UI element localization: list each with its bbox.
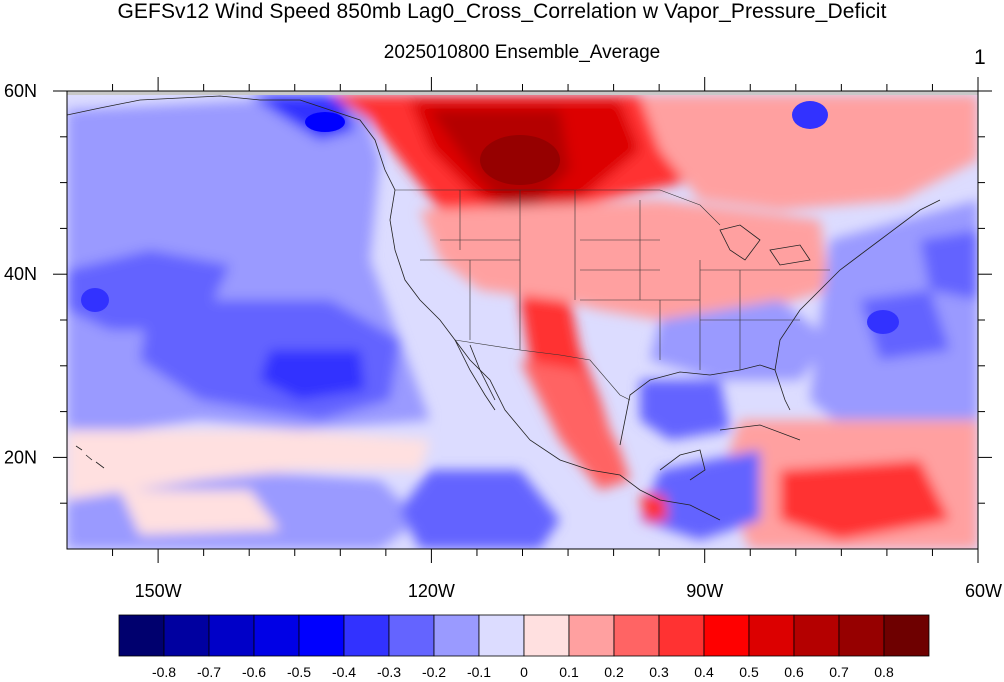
colorbar-swatch xyxy=(793,614,840,657)
field-canada-darkest xyxy=(480,135,560,185)
lat-label: 20N xyxy=(4,447,37,467)
lon-label: 60W xyxy=(965,581,1002,601)
coastline-east xyxy=(774,199,941,371)
colorbar-swatch xyxy=(118,614,165,657)
colorbar-label: -0.5 xyxy=(287,664,311,680)
colorbar-label: -0.1 xyxy=(467,664,491,680)
colorbar-label: -0.2 xyxy=(422,664,446,680)
colorbar-label: 0.2 xyxy=(604,664,624,680)
colorbar-label: 0.4 xyxy=(694,664,714,680)
colorbar-swatch xyxy=(748,614,795,657)
colorbar-labels: -0.8 -0.7 -0.6 -0.5 -0.4 -0.3 -0.2 -0.1 0 0.1 0.2 0… xyxy=(152,664,894,680)
field-hudson-blue xyxy=(792,101,828,129)
field-missing-band xyxy=(67,91,978,95)
colorbar-swatch xyxy=(703,614,750,657)
panel-number: 1 xyxy=(974,46,986,69)
field-caribbean-red xyxy=(780,460,950,540)
field-atlantic-deep xyxy=(860,290,950,360)
correlation-field xyxy=(67,91,978,549)
colorbar-label: 0.6 xyxy=(784,664,804,680)
colorbar-swatch xyxy=(388,614,435,657)
field-tropical-pacific-pink xyxy=(67,430,430,500)
field-central-america-blue xyxy=(640,450,760,540)
longitude-labels: 150W 120W 90W 60W xyxy=(135,581,1002,601)
lat-label: 60N xyxy=(4,81,37,101)
coastline-alaska xyxy=(67,95,300,116)
colorbar-label: 0 xyxy=(520,664,528,680)
field-pacific-core-blue xyxy=(260,350,365,400)
field-central-america-red xyxy=(640,495,668,522)
colorbar-label: 0.1 xyxy=(559,664,579,680)
chart-title: GEFSv12 Wind Speed 850mb Lag0_Cross_Corr… xyxy=(117,0,887,23)
colorbar-swatch xyxy=(433,614,480,657)
field-northeast-pink xyxy=(640,95,978,210)
border-states-1 xyxy=(420,190,830,370)
colorbar-swatch xyxy=(883,614,930,657)
lon-label: 90W xyxy=(686,581,723,601)
colorbar-label: 0.5 xyxy=(739,664,759,680)
coastline-hawaii xyxy=(75,445,105,469)
coastline-great-lakes xyxy=(719,224,811,266)
field-mexico-red xyxy=(520,360,630,490)
coastline-gulf xyxy=(619,364,791,446)
field-atlantic-spot xyxy=(867,310,899,334)
colorbar xyxy=(118,614,930,657)
colorbar-label: -0.3 xyxy=(377,664,401,680)
colorbar-label: 0.7 xyxy=(829,664,849,680)
coastline-baja xyxy=(454,339,496,411)
map-ticks xyxy=(53,77,992,563)
field-pacific-spot xyxy=(81,288,109,312)
lat-label: 40N xyxy=(4,264,37,284)
colorbar-swatch xyxy=(613,614,660,657)
field-pacific-west-blue xyxy=(67,250,230,330)
colorbar-label: 0.8 xyxy=(874,664,894,680)
colorbar-swatch xyxy=(838,614,885,657)
coastline-yucatan xyxy=(659,449,706,481)
border-us-canada xyxy=(395,189,721,226)
political-borders xyxy=(395,189,830,401)
colorbar-label: -0.4 xyxy=(332,664,356,680)
colorbar-swatch xyxy=(253,614,300,657)
colorbar-swatch xyxy=(478,614,525,657)
colorbar-label: -0.8 xyxy=(152,664,176,680)
field-pacific-south-blue xyxy=(400,470,560,549)
chart-subtitle: 2025010800 Ensemble_Average xyxy=(383,42,661,63)
field-alaska-coast-blue xyxy=(305,112,345,132)
coastline-cuba xyxy=(719,424,801,441)
colorbar-swatch xyxy=(343,614,390,657)
colorbar-swatch xyxy=(163,614,210,657)
lon-label: 150W xyxy=(135,581,182,601)
colorbar-swatch xyxy=(658,614,705,657)
colorbar-swatch xyxy=(523,614,570,657)
lon-label: 120W xyxy=(408,581,455,601)
colorbar-label: -0.6 xyxy=(242,664,266,680)
colorbar-label: 0.3 xyxy=(649,664,669,680)
colorbar-swatch xyxy=(298,614,345,657)
colorbar-label: -0.7 xyxy=(197,664,221,680)
colorbar-swatch xyxy=(568,614,615,657)
field-plains-pink xyxy=(420,200,830,320)
border-us-mexico xyxy=(454,339,631,401)
colorbar-swatch xyxy=(208,614,255,657)
field-atlantic-ne-blue xyxy=(920,230,978,300)
field-gulf-blue xyxy=(640,380,730,440)
field-pacific-sw-pink xyxy=(120,490,280,535)
latitude-labels: 60N 40N 20N xyxy=(4,81,37,467)
